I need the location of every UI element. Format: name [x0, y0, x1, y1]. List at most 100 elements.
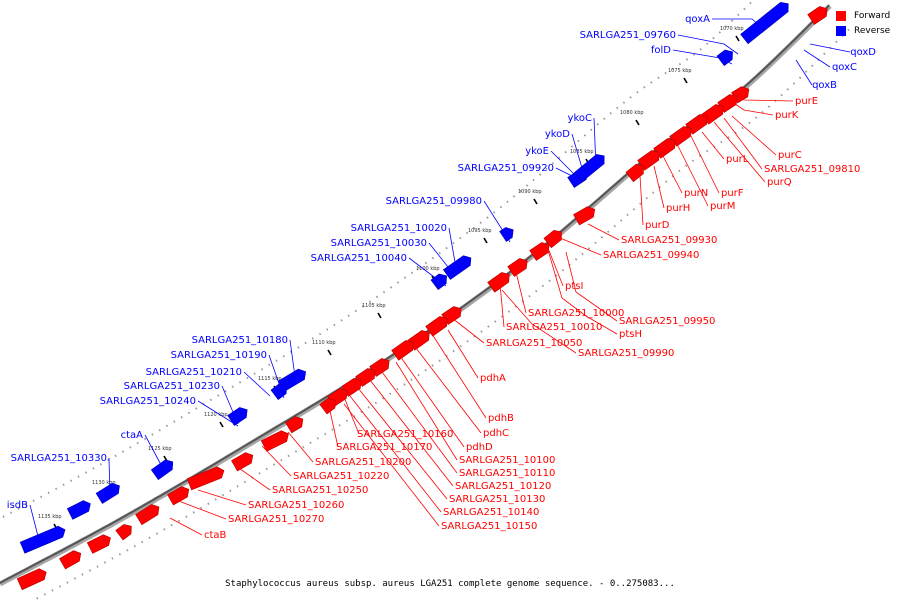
forward-gene-arrow — [807, 6, 828, 25]
forward-gene-label: SARLGA251_10250 — [272, 485, 368, 496]
leader-line — [343, 403, 440, 527]
leader-line — [448, 227, 457, 269]
reverse-gene-label: ctaA — [121, 430, 144, 441]
leader-line — [515, 271, 527, 314]
leader-line — [235, 465, 271, 491]
forward-gene-arrow — [543, 229, 562, 249]
tick-mark — [735, 35, 740, 42]
reverse-gene-label: SARLGA251_10210 — [146, 367, 242, 378]
leader-line — [108, 457, 111, 499]
tick-label: 1130 kbp — [92, 480, 116, 486]
forward-gene-label: SARLGA251_09930 — [621, 235, 717, 246]
leader-line — [731, 115, 777, 156]
forward-gene-label: pdhB — [488, 413, 514, 424]
backbone-shadow — [0, 4, 832, 587]
forward-gene-arrow — [59, 550, 82, 570]
leader-line — [677, 34, 739, 55]
forward-gene-label: SARLGA251_10010 — [506, 322, 602, 333]
leader-line — [221, 385, 239, 425]
forward-gene-label: SARLGA251_10270 — [228, 514, 324, 525]
tick-label: 1105 kbp — [362, 303, 386, 309]
leader-line — [675, 141, 709, 207]
leader-line — [555, 167, 581, 181]
leader-line — [547, 247, 564, 287]
forward-gene-label: SARLGA251_10120 — [455, 481, 551, 492]
leader-line — [653, 165, 665, 209]
tick-label: 1115 kbp — [258, 376, 282, 382]
leader-line — [499, 283, 505, 328]
forward-gene-arrow — [391, 340, 414, 361]
forward-gene-arrow — [487, 272, 510, 293]
legend-reverse: Reverse — [836, 23, 890, 38]
leader-line — [357, 387, 448, 500]
forward-gene-label: SARLGA251_10150 — [441, 521, 537, 532]
leader-line — [431, 333, 487, 419]
tick-label: 1070 kbp — [720, 26, 744, 32]
forward-gene-arrow — [507, 258, 528, 277]
tick-label: 1095 kbp — [468, 228, 492, 234]
leader-line — [243, 371, 271, 397]
leader-line — [565, 251, 618, 322]
leader-line — [29, 504, 41, 545]
leader-line — [408, 257, 447, 287]
reverse-gene-label: qoxD — [850, 47, 876, 58]
forward-gene-label: purL — [726, 154, 749, 165]
leader-line — [289, 339, 297, 385]
forward-gene-label: pdhD — [466, 442, 493, 453]
forward-gene-label: purD — [645, 220, 670, 231]
leader-line — [689, 133, 720, 194]
tick-mark — [483, 237, 488, 244]
reverse-gene-label: SARLGA251_10040 — [311, 253, 407, 264]
leader-line — [803, 49, 831, 68]
leader-line — [451, 317, 485, 344]
forward-gene-label: SARLGA251_10130 — [449, 494, 545, 505]
forward-gene-arrow — [86, 534, 111, 554]
leader-line — [197, 400, 239, 427]
leader-line — [287, 431, 314, 463]
forward-genes — [16, 6, 828, 591]
forward-gene-arrow — [135, 504, 160, 526]
reverse-gene-label: SARLGA251_09920 — [458, 163, 554, 174]
forward-gene-label: SARLGA251_09940 — [603, 250, 699, 261]
tick-mark — [635, 119, 640, 126]
reverse-gene-arrow — [270, 383, 287, 401]
leader-line — [381, 371, 458, 474]
forward-gene-label: purF — [721, 188, 744, 199]
leader-line — [571, 133, 583, 169]
reverse-gene-arrow — [19, 525, 66, 554]
reverse-gene-arrow — [442, 255, 472, 280]
forward-gene-label: SARLGA251_10200 — [315, 457, 411, 468]
leader-line — [550, 150, 577, 177]
forward-gene-label: SARLGA251_10140 — [443, 507, 539, 518]
leader-line — [349, 395, 442, 513]
reverse-gene-label: SARLGA251_10180 — [192, 335, 288, 346]
forward-gene-label: purQ — [767, 177, 792, 188]
tick-label: 1100 kbp — [416, 266, 440, 272]
reverse-gene-arrow — [95, 482, 120, 504]
leader-line — [593, 117, 597, 169]
forward-gene-arrow — [115, 524, 132, 541]
leader-line — [369, 379, 454, 487]
legend-forward-label: Forward — [854, 10, 891, 21]
leader-line — [483, 200, 511, 243]
leader-line — [415, 347, 482, 434]
leader-line — [399, 355, 465, 448]
reverse-gene-label: SARLGA251_10020 — [351, 223, 447, 234]
leader-line — [701, 131, 725, 160]
reverse-gene-label: folD — [651, 45, 671, 56]
forward-gene-label: purM — [710, 201, 735, 212]
leader-line — [144, 434, 167, 475]
backbone-line — [0, 4, 830, 584]
forward-swatch — [836, 10, 846, 21]
reverse-gene-label: qoxB — [812, 80, 837, 91]
tick-mark — [327, 349, 332, 356]
reverse-gene-arrow — [740, 1, 789, 45]
reverse-gene-label: ykoE — [525, 146, 549, 157]
leader-line — [395, 361, 458, 461]
reverse-gene-label: ykoD — [545, 129, 570, 140]
reverse-gene-label: SARLGA251_10240 — [100, 396, 196, 407]
forward-gene-label: SARLGA251_10110 — [459, 468, 555, 479]
forward-gene-label: SARLGA251_09810 — [764, 164, 860, 175]
leader-line — [737, 93, 794, 102]
tick-label: 1080 kbp — [620, 110, 644, 116]
